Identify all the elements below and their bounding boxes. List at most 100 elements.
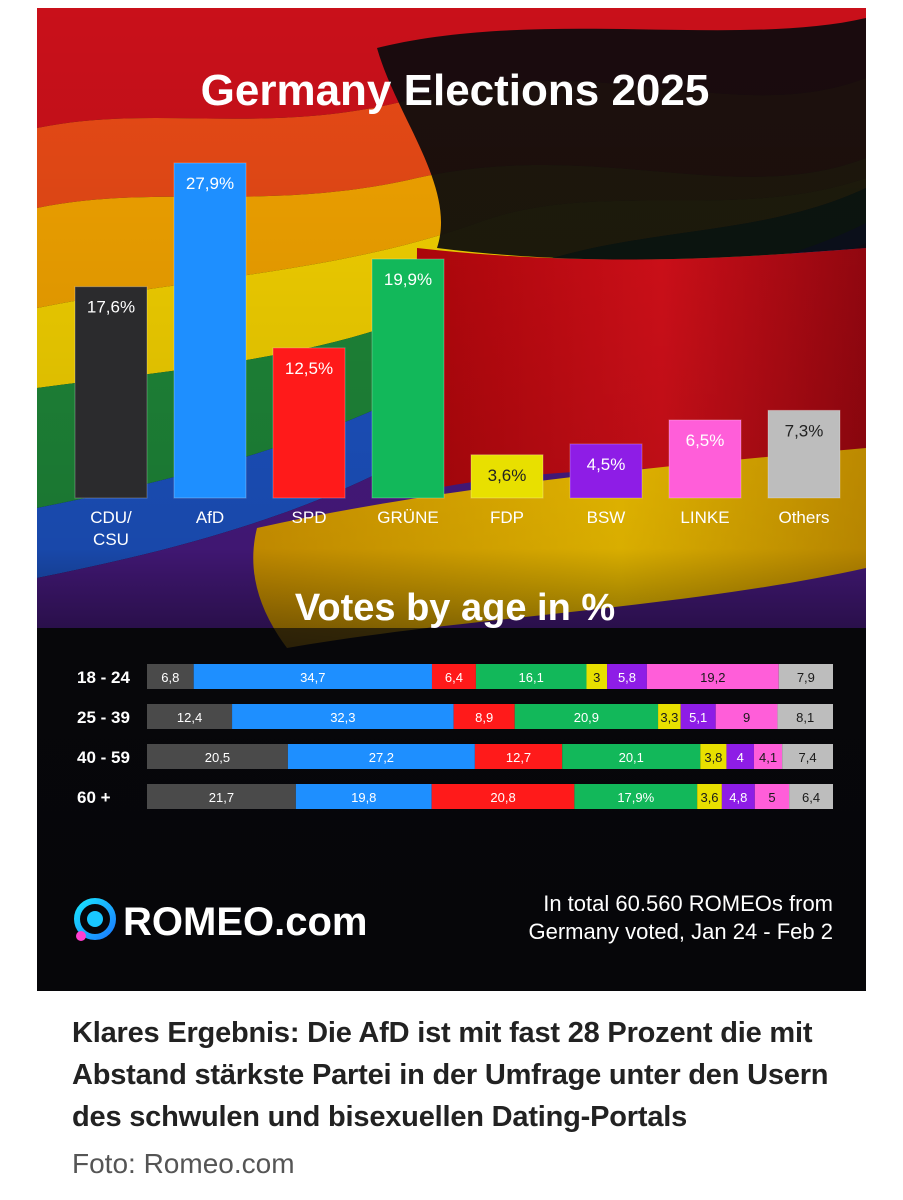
category-label: BSW (587, 508, 626, 527)
romeo-logo: ROMEO.com (74, 898, 367, 944)
age-segment (646, 664, 779, 689)
bar-7 (767, 409, 841, 499)
age-segment-label: 16,1 (519, 670, 544, 685)
infographic-canvas: Germany Elections 2025 17,6% CDU/CSU 27,9%… (37, 8, 866, 991)
age-segment-label: 5,1 (689, 710, 707, 725)
votes-by-age-title: Votes by age in % (295, 587, 615, 629)
votes-by-age-stacked-chart: 18 - 24 6,8 34,7 6,4 16,1 3 5,8 19,2 7,9 25 - 39 1… (77, 664, 833, 809)
age-segment (147, 704, 233, 729)
age-segment (147, 784, 296, 809)
category-label: AfD (196, 508, 224, 527)
age-segment (658, 704, 681, 729)
bar-5 (569, 443, 643, 499)
age-segment-label: 6,8 (161, 670, 179, 685)
age-segment (431, 784, 575, 809)
age-segment (562, 744, 701, 769)
age-segment (753, 744, 783, 769)
age-segment-label: 20,5 (205, 750, 230, 765)
footnote-line-1: In total 60.560 ROMEOs from (543, 891, 833, 916)
article-caption: Klares Ergebnis: Die AfD ist mit fast 28… (72, 1017, 829, 1133)
age-segment (453, 704, 515, 729)
age-segment-label: 12,4 (177, 710, 202, 725)
bar-value-label: 17,6% (87, 298, 135, 317)
age-segment-label: 3 (593, 670, 600, 685)
age-segment-label: 20,1 (619, 750, 644, 765)
footnote-line-2: Germany voted, Jan 24 - Feb 2 (529, 919, 834, 944)
bar-value-label: 3,6% (488, 466, 527, 485)
bar-value-label: 27,9% (186, 174, 234, 193)
bar-6 (668, 419, 742, 499)
age-segment (782, 744, 833, 769)
age-group-label: 40 - 59 (77, 748, 130, 767)
age-segment (295, 784, 432, 809)
age-segment (147, 744, 288, 769)
age-segment-label: 3,3 (660, 710, 678, 725)
category-label: LINKE (680, 508, 729, 527)
main-title: Germany Elections 2025 (201, 66, 710, 115)
category-label: CDU/ (90, 508, 132, 527)
age-segment-label: 19,8 (351, 790, 376, 805)
age-segment (754, 784, 790, 809)
age-segment (574, 784, 698, 809)
bar-value-label: 6,5% (686, 431, 725, 450)
bar-1 (173, 162, 247, 499)
age-group-label: 25 - 39 (77, 708, 130, 727)
bar-3 (371, 258, 445, 499)
age-segment (475, 664, 587, 689)
age-group-label: 60 + (77, 788, 111, 807)
age-segment-label: 20,8 (490, 790, 515, 805)
age-segment-label: 27,2 (369, 750, 394, 765)
age-segment-label: 4,1 (759, 750, 777, 765)
age-segment-label: 19,2 (700, 670, 725, 685)
age-segment (697, 784, 722, 809)
age-segment (778, 664, 833, 689)
category-label: Others (778, 508, 829, 527)
age-segment-label: 8,9 (475, 710, 493, 725)
age-segment-label: 5,8 (618, 670, 636, 685)
age-segment-label: 20,9 (574, 710, 599, 725)
age-segment (232, 704, 454, 729)
age-segment (700, 744, 727, 769)
election-infographic: Germany Elections 2025 17,6% CDU/CSU 27,9%… (37, 8, 866, 991)
bar-2 (272, 347, 346, 499)
category-label: SPD (292, 508, 327, 527)
background-flag-waves (37, 8, 866, 991)
age-segment-label: 17,9% (617, 790, 654, 805)
age-segment-label: 3,8 (704, 750, 722, 765)
age-segment (789, 784, 833, 809)
age-segment-label: 4 (737, 750, 744, 765)
bar-value-label: 12,5% (285, 359, 333, 378)
category-label: CSU (93, 530, 129, 549)
age-segment-label: 32,3 (330, 710, 355, 725)
age-segment (680, 704, 716, 729)
age-segment-label: 4,8 (729, 790, 747, 805)
age-segment-label: 34,7 (300, 670, 325, 685)
age-segment (287, 744, 475, 769)
age-segment (586, 664, 608, 689)
age-group-label: 18 - 24 (77, 668, 130, 687)
category-label: FDP (490, 508, 524, 527)
age-segment (514, 704, 659, 729)
age-segment-label: 9 (743, 710, 750, 725)
age-segment (607, 664, 647, 689)
bar-value-label: 19,9% (384, 270, 432, 289)
age-segment-label: 6,4 (802, 790, 820, 805)
age-segment (193, 664, 432, 689)
party-results-bar-chart: 17,6% CDU/CSU 27,9% AfD 12,5% SPD 19,9% GRÜNE 3,… (74, 162, 841, 549)
age-segment-label: 7,9 (797, 670, 815, 685)
age-segment (431, 664, 476, 689)
age-segment (147, 664, 194, 689)
age-segment-label: 5 (768, 790, 775, 805)
bar-4 (470, 454, 544, 499)
age-segment-label: 12,7 (506, 750, 531, 765)
age-segment (474, 744, 563, 769)
bar-value-label: 7,3% (785, 421, 824, 440)
age-segment (777, 704, 833, 729)
brand-name: ROMEO.com (123, 900, 367, 944)
age-segment (715, 704, 778, 729)
category-label: GRÜNE (377, 508, 438, 527)
age-segment-label: 6,4 (445, 670, 463, 685)
age-segment-label: 3,6 (700, 790, 718, 805)
age-segment-label: 7,4 (799, 750, 817, 765)
age-segment (726, 744, 754, 769)
